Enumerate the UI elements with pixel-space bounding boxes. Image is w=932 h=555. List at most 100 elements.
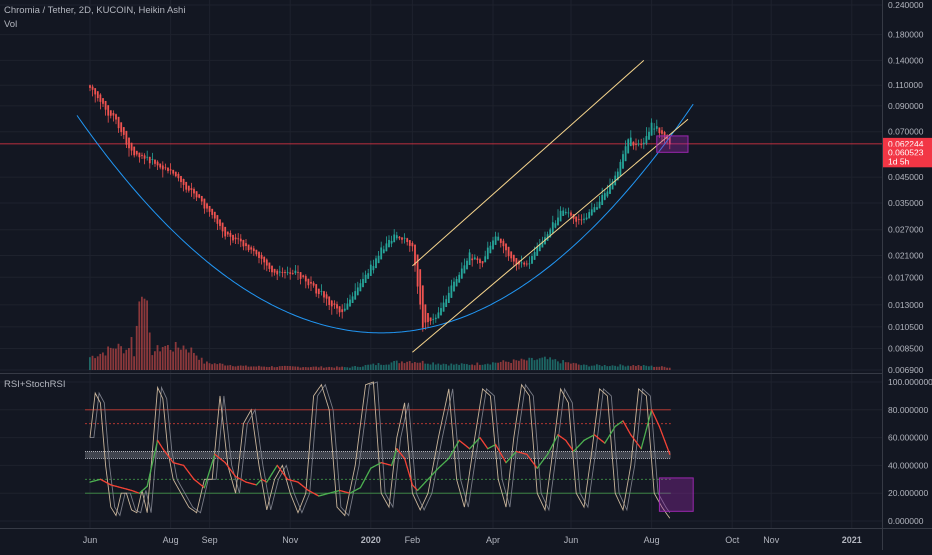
rsi-segment — [645, 418, 650, 430]
candle-body — [502, 240, 505, 247]
volume-bar — [193, 352, 195, 370]
candle-body — [291, 273, 294, 274]
volume-bar — [603, 364, 606, 370]
time-tick-label: Jun — [564, 535, 579, 545]
volume-bar — [640, 366, 642, 370]
rsi-segment — [611, 425, 616, 432]
volume-bar — [551, 359, 554, 370]
rsi-segment — [450, 448, 455, 455]
volume-bar — [538, 358, 541, 370]
candle-body — [445, 299, 448, 308]
candle-body — [492, 240, 494, 250]
volume-bar — [255, 366, 258, 370]
volume-bar — [403, 363, 406, 370]
candle-body — [520, 262, 523, 264]
rsi-segment — [455, 439, 460, 446]
candle-body — [442, 302, 445, 312]
candle-body — [510, 251, 513, 259]
rsi-segment — [448, 453, 453, 460]
volume-bar — [577, 364, 580, 370]
volume-bar — [338, 367, 341, 370]
volume-bar — [505, 361, 507, 370]
volume-bar — [572, 362, 575, 370]
volume-bar — [260, 366, 263, 370]
candle-body — [447, 292, 450, 304]
candle-body — [567, 212, 570, 214]
volume-bar — [393, 360, 395, 370]
volume-bar — [187, 352, 190, 370]
volume-bar — [484, 364, 486, 370]
candle-body — [637, 143, 640, 145]
candle-body — [102, 98, 104, 104]
candle-body — [135, 150, 138, 155]
volume-bar — [598, 365, 601, 370]
candle-body — [390, 240, 393, 244]
candle-body — [489, 245, 492, 254]
volume-bar — [341, 366, 343, 370]
volume-bar — [408, 361, 411, 370]
volume-bar — [434, 364, 437, 370]
volume-bar — [499, 361, 502, 370]
candle-body — [655, 126, 658, 129]
volume-bar — [252, 366, 255, 370]
volume-bar — [206, 361, 208, 370]
candle-body — [395, 235, 398, 239]
rsi-segment — [622, 420, 627, 427]
volume-bar — [146, 300, 148, 370]
volume-bar — [432, 362, 434, 370]
volume-bar — [479, 364, 481, 370]
volume-bar — [658, 366, 661, 370]
rsi-segment — [398, 451, 403, 456]
volume-bar — [632, 365, 635, 370]
channel-upper-line — [412, 60, 645, 267]
candle-body — [590, 209, 593, 216]
volume-bar — [525, 360, 528, 370]
candle-body — [96, 91, 99, 99]
volume-bar — [549, 357, 551, 370]
rsi-segment — [149, 462, 154, 476]
candle-body — [523, 262, 526, 265]
volume-bar — [520, 358, 523, 370]
candle-body — [661, 130, 663, 134]
time-tick-label: Sep — [202, 535, 218, 545]
volume-bar — [180, 349, 182, 370]
candle-body — [559, 210, 562, 222]
candle-body — [557, 217, 559, 226]
volume-bar — [624, 366, 627, 370]
rsi-segment — [640, 438, 645, 450]
candle-body — [219, 219, 221, 226]
volume-bar — [512, 359, 515, 370]
candle-body — [533, 252, 536, 260]
volume-bar — [661, 366, 663, 370]
candle-body — [224, 226, 227, 237]
volume-bar — [546, 359, 549, 370]
candle-body — [294, 270, 297, 274]
volume-bar — [440, 364, 442, 370]
volume-bar — [268, 366, 271, 370]
volume-bar — [320, 366, 323, 370]
volume-bar — [263, 366, 265, 370]
candle-body — [343, 308, 346, 311]
volume-bar — [276, 366, 278, 370]
volume-bar — [349, 367, 351, 370]
volume-bar — [489, 364, 492, 370]
volume-bar — [242, 365, 245, 370]
candle-body — [624, 146, 627, 162]
volume-bar — [216, 364, 219, 370]
candle-body — [406, 238, 409, 243]
candle-body — [476, 258, 479, 261]
candle-body — [172, 169, 175, 174]
rsi-segment — [502, 457, 507, 464]
candle-body — [299, 272, 302, 279]
rsi-segment — [656, 420, 661, 428]
candle-body — [211, 208, 214, 215]
rsi-segment — [167, 455, 172, 460]
volume-bar — [315, 366, 317, 370]
candle-body — [281, 272, 284, 273]
volume-bar — [281, 366, 284, 370]
candle-body — [536, 246, 539, 256]
volume-bar — [226, 365, 229, 370]
candle-body — [562, 210, 565, 217]
rsi-segment — [653, 414, 658, 422]
